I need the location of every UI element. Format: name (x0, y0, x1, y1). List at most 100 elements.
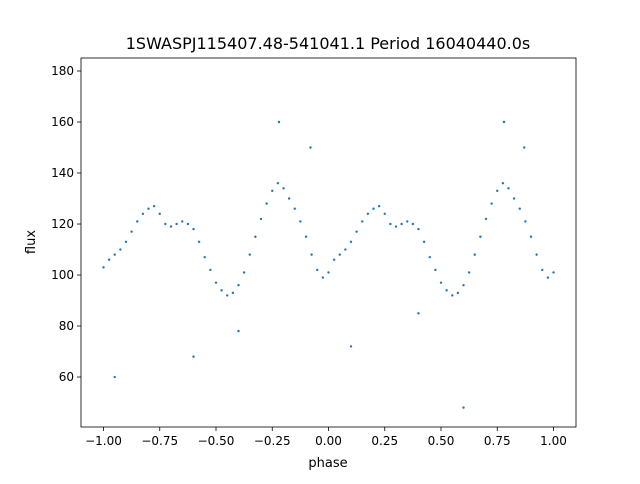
data-point (428, 255, 431, 259)
data-point (321, 276, 325, 279)
data-point (338, 253, 341, 256)
data-point (462, 406, 465, 409)
data-point (361, 220, 364, 223)
data-point (490, 202, 493, 205)
data-point (130, 230, 133, 233)
data-point (175, 222, 178, 226)
data-point (124, 240, 128, 244)
data-point (277, 120, 281, 124)
data-point (158, 212, 161, 216)
data-point (502, 120, 506, 124)
data-point (310, 253, 313, 256)
data-point (473, 253, 476, 256)
data-point (141, 212, 145, 216)
x-axis-ticks: −1.00 −0.75 −0.50 −0.25 0.00 0.25 0.50 0.75 1.00 (85, 427, 567, 448)
data-point (304, 235, 308, 238)
x-tick-label: 0.75 (484, 434, 511, 448)
data-point (484, 217, 488, 221)
y-tick-label: 120 (51, 217, 74, 231)
data-point (242, 271, 246, 274)
data-point (496, 189, 499, 193)
data-point (147, 207, 150, 210)
data-point (231, 291, 235, 295)
x-tick-label: −1.00 (85, 434, 122, 448)
data-point (293, 207, 296, 210)
data-point (265, 202, 268, 205)
x-tick-label: 0.00 (315, 434, 342, 448)
data-point (456, 291, 460, 295)
y-tick-label: 100 (51, 268, 74, 282)
data-point (181, 220, 184, 223)
x-tick-label: −0.50 (198, 434, 235, 448)
data-point (411, 222, 415, 226)
data-point (226, 294, 229, 297)
data-point (377, 204, 381, 208)
data-point (349, 240, 353, 244)
y-tick-label: 80 (59, 319, 74, 333)
data-point (366, 212, 370, 216)
data-point (248, 253, 251, 256)
data-point (417, 312, 420, 315)
data-point (349, 345, 353, 348)
data-point (113, 253, 116, 256)
data-point (417, 227, 420, 231)
data-point (271, 189, 274, 193)
x-tick-label: 1.00 (540, 434, 567, 448)
data-point (546, 276, 550, 279)
data-point (299, 220, 302, 223)
data-point (400, 222, 403, 226)
chart-title: 1SWASPJ115407.48-541041.1 Period 1604044… (126, 34, 531, 53)
data-point (197, 240, 201, 244)
data-point (552, 271, 555, 274)
data-point (287, 197, 291, 200)
data-point (254, 235, 257, 238)
data-point (113, 375, 116, 379)
data-point (332, 258, 336, 261)
data-point (152, 204, 156, 208)
data-point (344, 248, 347, 251)
data-point (529, 235, 533, 238)
data-point (451, 294, 454, 297)
data-point (462, 284, 465, 287)
data-point (136, 220, 139, 223)
data-point (327, 271, 330, 274)
data-point (119, 248, 122, 251)
data-point (394, 225, 398, 228)
x-tick-label: 0.50 (428, 434, 455, 448)
y-axis-label: flux (24, 230, 39, 254)
data-point (422, 240, 426, 244)
data-points (102, 120, 555, 409)
data-point (169, 225, 173, 228)
data-point (282, 187, 285, 190)
y-tick-label: 180 (51, 64, 74, 78)
data-point (164, 222, 167, 226)
data-point (237, 284, 240, 287)
data-point (439, 281, 443, 284)
data-point (102, 266, 105, 269)
data-point (383, 212, 386, 216)
data-point (523, 146, 526, 149)
data-point (220, 289, 223, 292)
y-tick-label: 140 (51, 166, 74, 180)
data-point (192, 227, 195, 231)
data-point (512, 197, 516, 200)
x-tick-label: −0.75 (141, 434, 178, 448)
data-point (259, 217, 263, 221)
data-point (186, 222, 190, 226)
x-tick-label: 0.25 (371, 434, 398, 448)
data-point (203, 255, 206, 259)
data-point (535, 253, 538, 256)
data-point (541, 268, 544, 272)
data-point (276, 182, 280, 185)
data-point (479, 235, 482, 238)
data-point (406, 220, 409, 223)
x-axis-label: phase (308, 456, 347, 471)
data-point (355, 230, 358, 233)
data-point (316, 268, 319, 272)
data-point (372, 207, 375, 210)
y-tick-label: 160 (51, 115, 74, 129)
data-point (107, 258, 111, 261)
data-point (507, 187, 510, 190)
data-point (214, 281, 218, 284)
